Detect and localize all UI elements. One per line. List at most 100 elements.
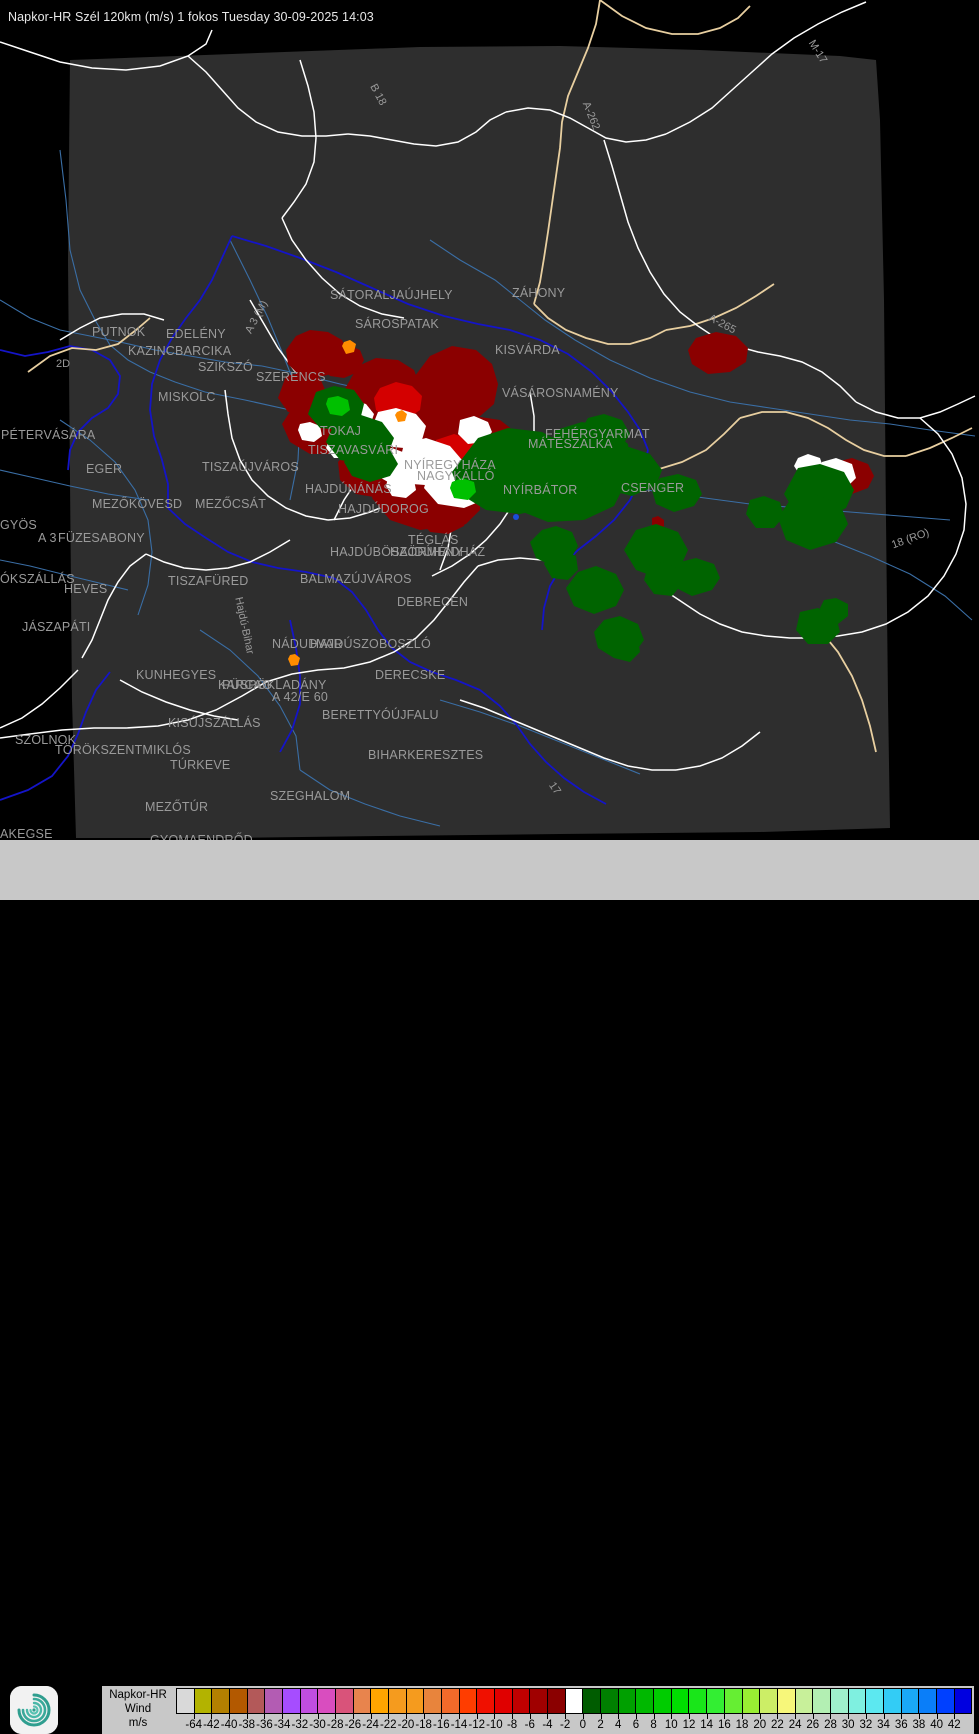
colorbar-swatch[interactable] (424, 1689, 443, 1713)
colorbar-swatch[interactable] (830, 1689, 849, 1713)
colorbar-tick-value: 24 (788, 1719, 802, 1731)
colorbar-tick-value: 14 (700, 1719, 714, 1731)
colorbar-tick-value: -22 (379, 1719, 397, 1731)
colorbar-unit: m/s (128, 1717, 148, 1729)
colorbar-swatch[interactable] (283, 1689, 301, 1713)
colorbar-swatch[interactable] (671, 1689, 690, 1713)
colorbar-swatch[interactable] (654, 1689, 672, 1713)
colorbar-swatch[interactable] (636, 1689, 655, 1713)
colorbar-swatch[interactable] (901, 1689, 920, 1713)
colorbar-tick-value: 32 (859, 1719, 873, 1731)
colorbar-tick-value: -10 (486, 1719, 503, 1731)
colorbar-tick-value: 12 (682, 1719, 696, 1731)
legend-bar: Napkor-HR Wind m/s -64 -42 -40 -38 -36 -34 -32… (0, 840, 979, 1734)
colorbar-tick-value: -4 (542, 1719, 553, 1731)
map-vector-layer (0, 0, 976, 838)
colorbar-swatch[interactable] (583, 1689, 602, 1713)
colorbar-swatch[interactable] (565, 1689, 584, 1713)
colorbar-swatch[interactable] (936, 1689, 955, 1713)
colorbar-swatch[interactable] (389, 1689, 407, 1713)
colorbar-swatch[interactable] (512, 1689, 531, 1713)
colorbar-swatch[interactable] (883, 1689, 902, 1713)
page-title: Napkor-HR Szél 120km (m/s) 1 fokos Tuesd… (8, 10, 374, 24)
colorbar-swatch[interactable] (813, 1689, 831, 1713)
colorbar-tick-value: -24 (362, 1719, 379, 1731)
colorbar-tick-value: 30 (841, 1719, 855, 1731)
colorbar-tick-value: -20 (397, 1719, 415, 1731)
colorbar-tick-value: 18 (735, 1719, 749, 1731)
colorbar-quantity: Wind (124, 1703, 152, 1715)
colorbar-tick-value: 10 (664, 1719, 678, 1731)
colorbar-swatch[interactable] (442, 1689, 460, 1713)
colorbar-swatch[interactable] (177, 1689, 195, 1713)
colorbar-product: Napkor-HR (109, 1689, 167, 1701)
radar-echo-layer (278, 330, 874, 666)
colorbar-swatch[interactable] (548, 1689, 566, 1713)
colorbar-tick-value: -26 (344, 1719, 362, 1731)
colorbar-swatch[interactable] (601, 1689, 619, 1713)
colorbar-swatch[interactable] (194, 1689, 213, 1713)
colorbar-swatch[interactable] (265, 1689, 284, 1713)
colorbar-swatch[interactable] (777, 1689, 796, 1713)
colorbar-swatch[interactable] (300, 1689, 319, 1713)
colorbar-tick-value: -18 (415, 1719, 432, 1731)
colorbar-swatch[interactable] (689, 1689, 708, 1713)
colorbar-swatch[interactable] (954, 1689, 972, 1713)
colorbar-swatch[interactable] (760, 1689, 778, 1713)
colorbar-tick-value: 6 (632, 1719, 640, 1731)
colorbar-swatch[interactable] (495, 1689, 513, 1713)
colorbar-tick-value: 28 (824, 1719, 837, 1731)
colorbar-swatch[interactable] (919, 1689, 937, 1713)
colorbar-tick-value: 34 (877, 1719, 890, 1731)
colorbar-tick-value: 20 (753, 1719, 767, 1731)
colorbar-tick-value: -40 (220, 1719, 238, 1731)
colorbar-swatch[interactable] (866, 1689, 884, 1713)
colorbar-tick-value: 26 (806, 1719, 820, 1731)
radar-map-canvas[interactable]: Napkor-HR Szél 120km (m/s) 1 fokos Tuesd… (0, 0, 979, 840)
colorbar-tick-value: -12 (468, 1719, 486, 1731)
colorbar-swatch[interactable] (530, 1689, 549, 1713)
colorbar-tick-value: 38 (912, 1719, 926, 1731)
colorbar-swatch[interactable] (371, 1689, 390, 1713)
colorbar-tick-value: 16 (717, 1719, 731, 1731)
colorbar-swatch[interactable] (459, 1689, 478, 1713)
colorbar-swatch[interactable] (318, 1689, 337, 1713)
colorbar-swatch[interactable] (795, 1689, 814, 1713)
colorbar-swatch[interactable] (212, 1689, 231, 1713)
colorbar-swatch[interactable] (353, 1689, 372, 1713)
spiral-icon (10, 1686, 58, 1734)
colorbar-panel: Napkor-HR Wind m/s -64 -42 -40 -38 -36 -34 -32… (102, 1686, 974, 1734)
colorbar-swatch[interactable] (477, 1689, 496, 1713)
colorbar-swatch[interactable] (707, 1689, 725, 1713)
colorbar-tick-value: 22 (771, 1719, 784, 1731)
colorbar-tick-value: -36 (256, 1719, 273, 1731)
colorbar-tick-value: 4 (615, 1719, 622, 1731)
colorbar-title: Napkor-HR Wind m/s (102, 1686, 174, 1734)
colorbar-swatch[interactable] (247, 1689, 266, 1713)
colorbar-swatch[interactable] (618, 1689, 637, 1713)
colorbar-tick-value: -38 (238, 1719, 256, 1731)
colorbar-tick-value: -30 (309, 1719, 326, 1731)
colorbar-swatch[interactable] (742, 1689, 761, 1713)
colorbar-tick-value: 0 (579, 1719, 587, 1731)
colorbar-swatch[interactable] (230, 1689, 248, 1713)
colorbar-swatch[interactable] (406, 1689, 425, 1713)
country-border (0, 235, 649, 805)
colorbar-tick-value: 36 (894, 1719, 908, 1731)
colorbar-tick-value: -16 (433, 1719, 450, 1731)
colorbar-tick-value: -14 (450, 1719, 468, 1731)
colorbar-tick-value: -34 (273, 1719, 291, 1731)
colorbar-swatch[interactable] (724, 1689, 743, 1713)
colorbar-tick-value: 42 (947, 1719, 961, 1731)
road-label: 2D (56, 358, 71, 370)
spiral-storm-logo (10, 1686, 58, 1734)
colorbar-swatches[interactable] (176, 1688, 972, 1714)
colorbar-swatch[interactable] (848, 1689, 867, 1713)
colorbar-tick-value: -2 (560, 1719, 571, 1731)
colorbar-tick-value: -8 (506, 1719, 518, 1731)
colorbar-swatch[interactable] (336, 1689, 354, 1713)
secondary-road-network (27, 0, 973, 753)
colorbar-tick-value: -28 (326, 1719, 344, 1731)
colorbar-tick-value: 2 (597, 1719, 604, 1731)
